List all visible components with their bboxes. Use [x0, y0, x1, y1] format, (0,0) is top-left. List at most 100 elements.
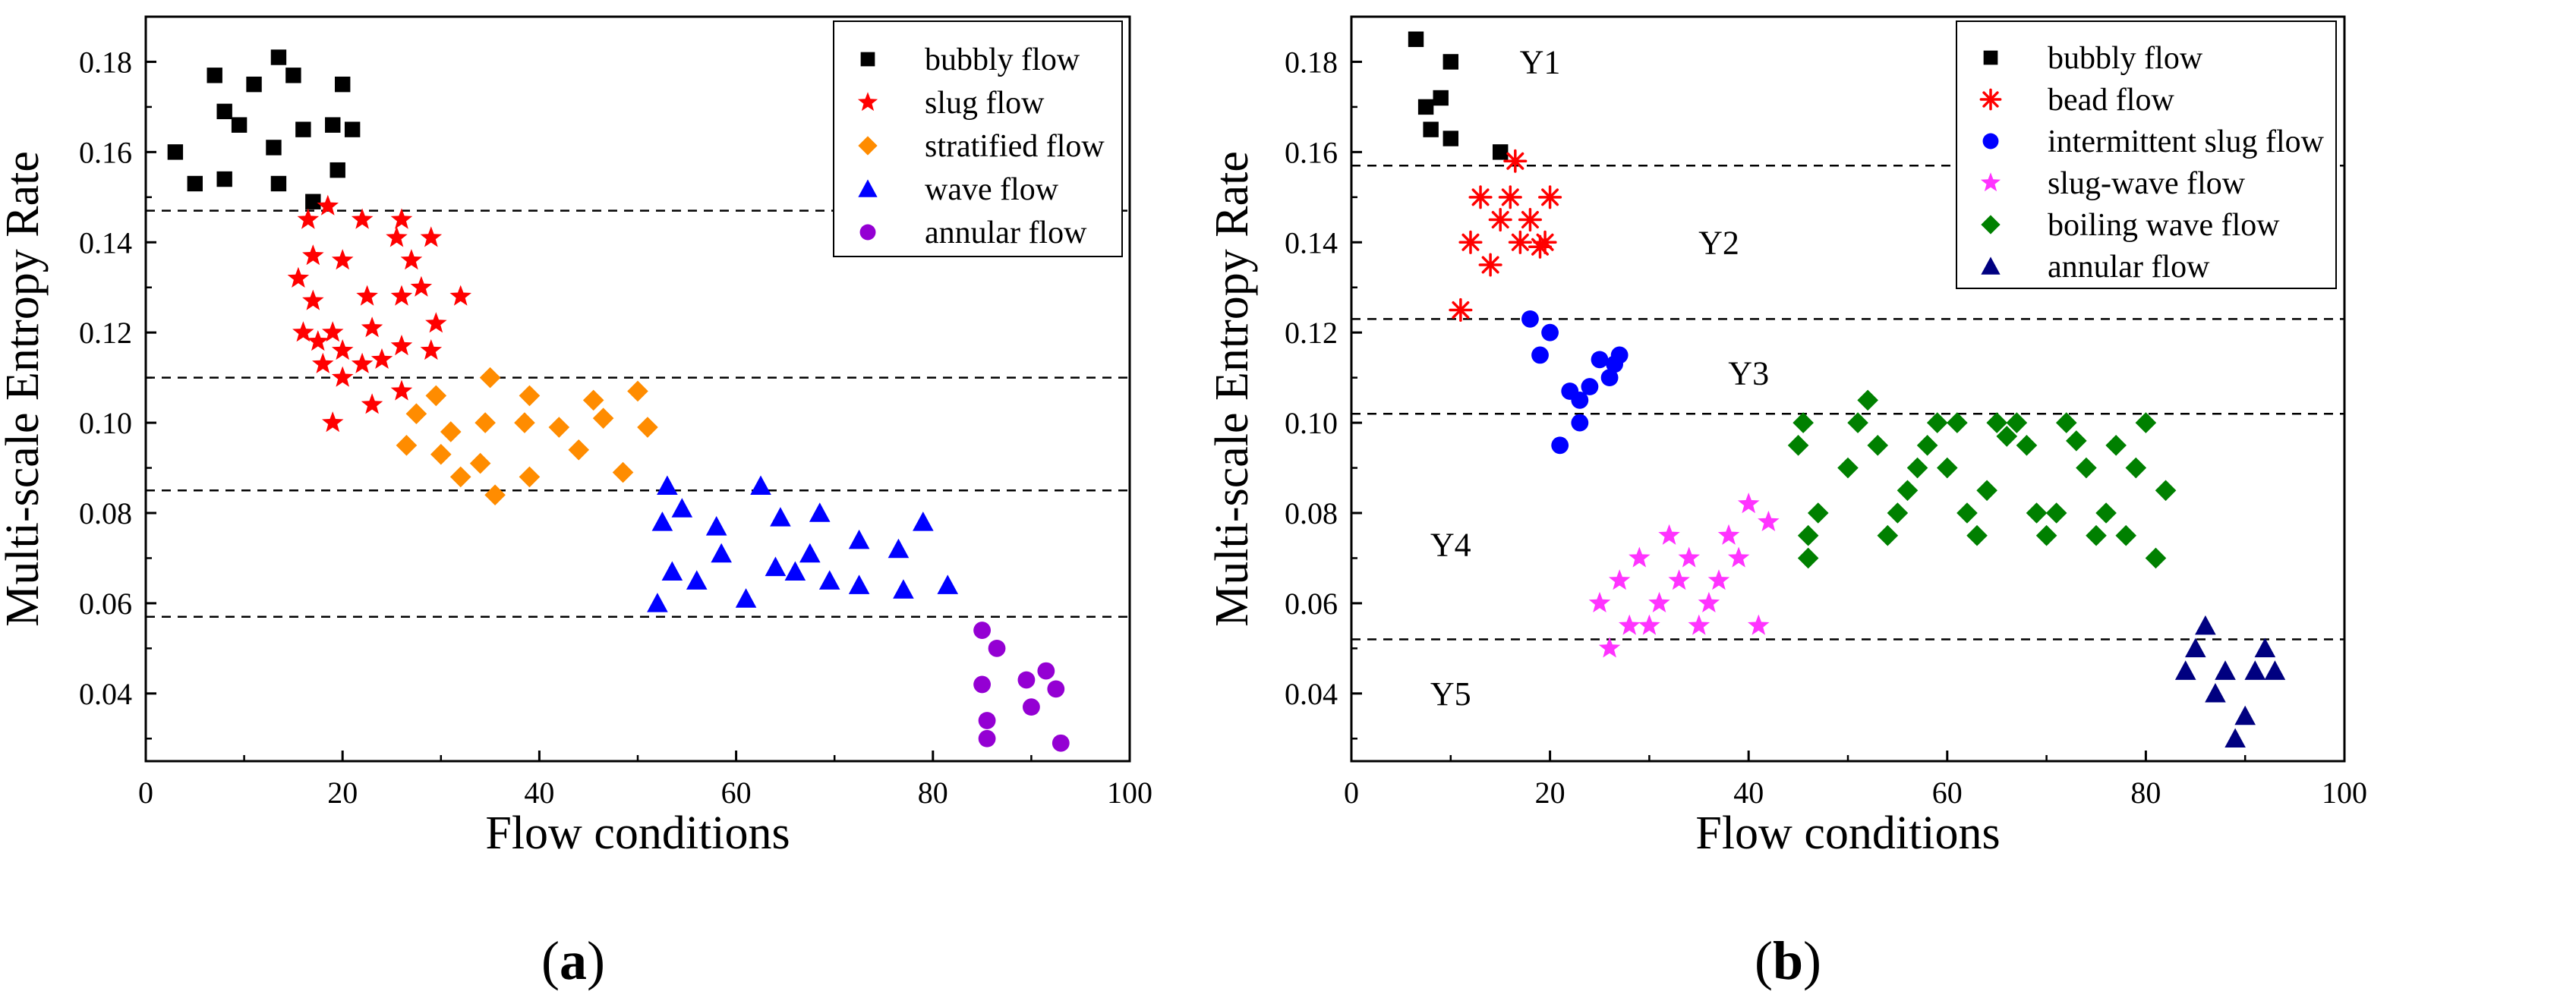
y-tick-label: 0.10	[79, 406, 132, 440]
data-point	[1538, 185, 1562, 209]
y-axis: 0.04 0.06 0.08 0.10 0.12 0.14 0.16 0.18	[79, 45, 156, 740]
data-point	[307, 330, 329, 351]
legend-marker	[858, 136, 878, 156]
data-point	[1727, 546, 1750, 568]
x-tick-label: 100	[2322, 776, 2367, 810]
y-tick-label: 0.12	[1285, 316, 1338, 350]
data-point	[1956, 502, 1978, 524]
data-point	[1458, 230, 1483, 254]
data-point	[270, 175, 287, 192]
data-point	[1758, 510, 1780, 531]
data-point	[848, 574, 870, 594]
legend-marker	[859, 224, 876, 241]
data-point	[978, 729, 996, 747]
data-point	[657, 475, 678, 496]
data-point	[2224, 728, 2246, 748]
x-tick-label: 20	[1535, 776, 1565, 810]
data-point	[2035, 524, 2057, 546]
legend-label: intermittent slug flow	[2048, 124, 2325, 159]
x-tick-label: 80	[918, 776, 948, 810]
data-point	[514, 412, 535, 433]
data-point	[312, 352, 334, 373]
series-intermittent-slug-flow	[1521, 310, 1629, 455]
data-point	[1598, 637, 1621, 658]
x-axis: 0 20 40 60 80 100	[1344, 751, 2367, 810]
data-point	[2105, 435, 2127, 456]
data-point	[1807, 502, 1829, 524]
data-point	[295, 121, 311, 137]
data-point	[937, 574, 959, 594]
x-tick-label: 0	[138, 776, 153, 810]
data-point	[1037, 662, 1055, 680]
data-point	[1937, 457, 1958, 479]
data-point	[978, 712, 996, 729]
data-point	[361, 316, 383, 338]
data-point	[317, 194, 339, 216]
data-point	[2174, 660, 2196, 680]
data-point	[2026, 502, 2048, 524]
data-point	[1619, 614, 1641, 635]
legend-marker	[858, 179, 878, 197]
data-point	[1468, 185, 1493, 209]
data-point	[661, 561, 683, 581]
data-point	[750, 475, 771, 496]
data-point	[344, 121, 361, 137]
data-point	[266, 140, 282, 156]
data-point	[1047, 680, 1065, 698]
data-point	[2254, 637, 2276, 658]
data-point	[2145, 547, 2167, 569]
data-point	[370, 348, 393, 369]
data-point	[2244, 660, 2266, 680]
data-point	[2264, 660, 2286, 680]
data-point	[420, 339, 443, 360]
data-point	[784, 561, 806, 581]
data-point	[735, 588, 757, 608]
x-tick-label: 0	[1344, 776, 1359, 810]
data-point	[167, 144, 184, 160]
data-point	[246, 76, 262, 93]
y-tick-label: 0.12	[79, 316, 132, 350]
data-point	[1717, 524, 1740, 545]
x-axis: 0 20 40 60 80 100	[138, 751, 1152, 810]
data-point	[988, 639, 1006, 657]
legend-marker	[1979, 88, 2002, 111]
data-point	[592, 408, 614, 429]
data-point	[1947, 412, 1968, 433]
data-point	[1551, 436, 1569, 455]
data-point	[207, 68, 222, 83]
data-point	[2185, 637, 2206, 658]
legend-marker	[1980, 172, 2001, 192]
data-point	[2115, 524, 2137, 546]
data-point	[2195, 615, 2216, 635]
data-point	[1926, 412, 1948, 433]
data-point	[519, 466, 541, 488]
region-label-y1: Y1	[1520, 43, 1561, 80]
data-point	[2016, 435, 2038, 456]
data-point	[1976, 480, 1997, 502]
data-point	[469, 452, 491, 474]
data-point	[475, 412, 496, 433]
data-point	[1678, 546, 1700, 568]
data-point	[637, 417, 658, 438]
data-point	[765, 556, 787, 577]
data-point	[1442, 54, 1458, 70]
series-bubbly-flow	[1408, 31, 1509, 160]
data-point	[1533, 230, 1557, 254]
data-point	[1600, 369, 1619, 387]
data-point	[1488, 207, 1512, 232]
series-annular-flow	[973, 622, 1070, 752]
data-point	[386, 226, 408, 247]
legend-box	[833, 20, 1123, 257]
chart-panel-a: 0 20 40 60 80 100 0.04 0.06 0.08 0.10 0.12 0.14 0.16…	[0, 15, 1152, 991]
data-point	[2155, 480, 2177, 502]
data-point	[770, 507, 791, 527]
data-point	[351, 208, 374, 229]
y-tick-label: 0.06	[1285, 587, 1338, 621]
data-point	[2055, 412, 2077, 433]
data-point	[1531, 346, 1549, 364]
data-point	[1748, 614, 1770, 635]
data-point	[913, 511, 934, 531]
data-point	[1521, 310, 1539, 328]
legend-marker	[1981, 215, 2001, 234]
